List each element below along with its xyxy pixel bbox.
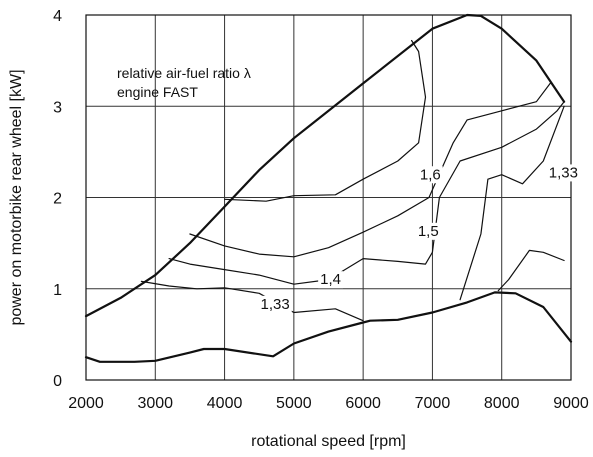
upper-envelope-curve: [84, 13, 566, 318]
y-tick-labels: 0 1 2 3 4: [53, 8, 62, 390]
annotation-engine-fast: engine FAST: [117, 84, 198, 100]
annotation-air-fuel-ratio: relative air-fuel ratio λ: [117, 65, 251, 81]
lambda-curve: [168, 101, 565, 285]
lambda-curve: [497, 249, 565, 292]
y-tick-label: 4: [53, 8, 62, 25]
x-tick-label: 4000: [207, 395, 243, 412]
x-tick-label: 2000: [68, 395, 104, 412]
series-label-background: [318, 271, 344, 289]
x-tick-label: 6000: [345, 395, 381, 412]
x-tick-labels: 2000 3000 4000 5000 6000 7000 8000 9000: [68, 395, 589, 412]
y-tick-label: 1: [53, 282, 62, 299]
series-labels: 1,6 1,5 1,4 1,33 1,33: [258, 164, 580, 313]
series-label: 1,33: [549, 164, 578, 181]
x-tick-label: 3000: [137, 395, 173, 412]
lambda-curve: [459, 105, 565, 301]
x-axis-label: rotational speed [rpm]: [251, 433, 406, 450]
grid: [86, 15, 571, 380]
lambda-curve: [224, 39, 427, 202]
plot-frame: [85, 14, 572, 381]
series-label: 1,4: [320, 271, 341, 288]
series-label-background: [417, 166, 443, 184]
series-label-background: [546, 164, 580, 182]
curves: [84, 13, 573, 363]
series-label-background: [258, 295, 292, 313]
y-tick-label: 3: [53, 99, 62, 116]
series-label-background: [415, 222, 441, 240]
lambda-curve: [140, 280, 364, 322]
y-axis-label: power on motorbike rear wheel [kW]: [8, 69, 25, 325]
y-tick-label: 0: [53, 373, 62, 390]
y-tick-label: 2: [53, 191, 62, 208]
lambda-curve: [189, 82, 551, 258]
x-tick-label: 5000: [276, 395, 312, 412]
series-label: 1,6: [420, 166, 441, 183]
series-label: 1,5: [418, 223, 439, 240]
x-tick-label: 7000: [415, 395, 451, 412]
x-tick-label: 9000: [553, 395, 589, 412]
x-tick-label: 8000: [484, 395, 520, 412]
series-label: 1,33: [261, 296, 290, 313]
lower-envelope-curve: [84, 291, 573, 363]
